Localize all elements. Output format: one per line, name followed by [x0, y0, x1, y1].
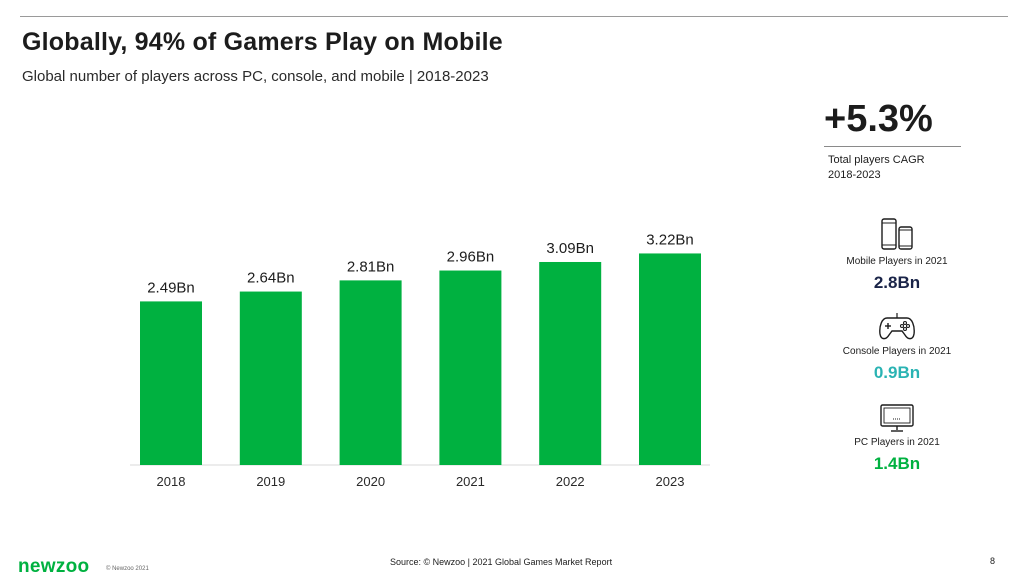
top-divider — [20, 16, 1008, 17]
bar-2020 — [339, 280, 402, 465]
cagr-value: +5.3% — [824, 98, 933, 140]
cagr-label-line2: 2018-2023 — [828, 169, 881, 181]
x-tick-2022: 2022 — [556, 474, 585, 489]
cagr-divider — [824, 146, 961, 147]
page-subtitle: Global number of players across PC, cons… — [22, 68, 489, 85]
data-label-2018: 2.49Bn — [147, 279, 195, 296]
x-tick-2019: 2019 — [256, 474, 285, 489]
newzoo-logo[interactable]: newzoo — [18, 556, 90, 577]
bar-2018 — [140, 301, 202, 465]
data-label-2019: 2.64Bn — [247, 270, 295, 287]
source-note: Source: © Newzoo | 2021 Global Games Mar… — [390, 557, 613, 567]
bar-2019 — [239, 291, 302, 465]
bar-2022 — [539, 261, 602, 465]
pc-stat-value: 1.4Bn — [873, 454, 921, 473]
mobile-stat: Mobile Players in 2021 2.8Bn — [827, 218, 967, 293]
bar-2021 — [439, 270, 502, 465]
mobile-stat-value: 2.8Bn — [873, 273, 921, 292]
copyright: © Newzoo 2021 — [106, 566, 149, 572]
pc-monitor-icon — [880, 404, 914, 432]
data-label-2022: 3.09Bn — [546, 240, 594, 257]
x-tick-2020: 2020 — [356, 474, 385, 489]
bar-2023 — [639, 253, 701, 465]
page-title: Globally, 94% of Gamers Play on Mobile — [22, 28, 503, 56]
data-label-2020: 2.81Bn — [347, 258, 395, 275]
console-stat: Console Players in 2021 0.9Bn — [827, 312, 967, 383]
pc-stat: PC Players in 2021 1.4Bn — [827, 403, 967, 474]
x-tick-2018: 2018 — [157, 474, 186, 489]
data-label-2023: 3.22Bn — [646, 231, 694, 248]
data-label-2021: 2.96Bn — [447, 249, 495, 266]
console-stat-value: 0.9Bn — [873, 363, 921, 382]
pc-stat-label: PC Players in 2021 — [854, 437, 940, 448]
cagr-label-line1: Total players CAGR — [828, 154, 925, 166]
bar-chart: 2.49Bn 2018 2.64Bn 2019 2.81Bn 2020 2.96Bn 2021… — [130, 231, 710, 489]
mobile-devices-icon — [881, 218, 913, 250]
mobile-stat-label: Mobile Players in 2021 — [846, 256, 948, 267]
x-tick-2021: 2021 — [456, 474, 485, 489]
cagr-label: Total players CAGR 2018-2023 — [828, 153, 925, 183]
page-number: 8 — [990, 556, 996, 566]
console-stat-label: Console Players in 2021 — [842, 346, 952, 357]
gamepad-icon — [879, 313, 915, 340]
x-tick-2023: 2023 — [656, 474, 685, 489]
